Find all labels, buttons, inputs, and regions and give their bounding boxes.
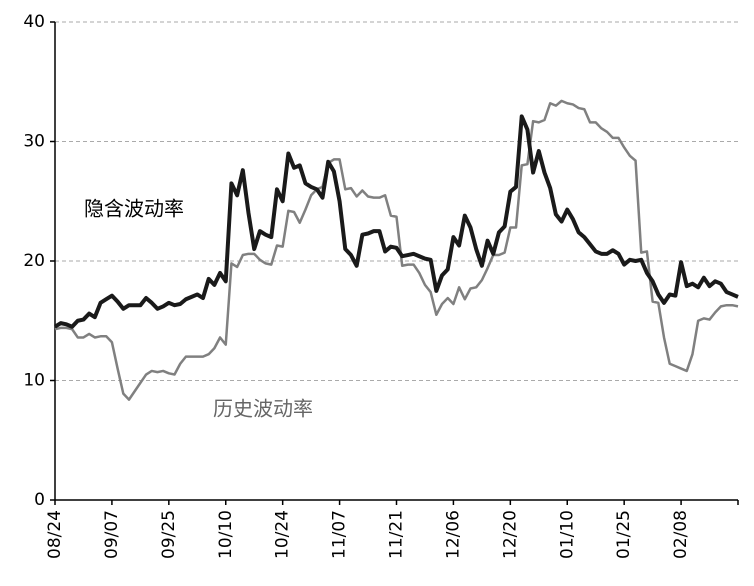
x-tick-label: 12/06 bbox=[443, 510, 463, 559]
series-line bbox=[53, 114, 739, 329]
x-tick-label: 08/24 bbox=[45, 510, 65, 559]
x-tick-label: 01/10 bbox=[557, 510, 577, 559]
y-tick-label: 30 bbox=[23, 132, 45, 152]
series-label: 历史波动率 bbox=[213, 397, 313, 421]
x-tick-label: 10/10 bbox=[216, 510, 236, 559]
y-tick-label: 40 bbox=[23, 12, 45, 32]
series-label: 隐含波动率 bbox=[84, 197, 184, 221]
x-tick-label: 10/24 bbox=[273, 510, 293, 559]
x-tick-label: 11/07 bbox=[330, 510, 350, 559]
x-tick-label: 12/20 bbox=[500, 510, 520, 559]
x-tick-label: 09/07 bbox=[102, 510, 122, 559]
y-tick-label: 10 bbox=[23, 371, 45, 391]
y-tick-label: 0 bbox=[34, 490, 45, 510]
x-tick-label: 02/08 bbox=[671, 510, 691, 559]
y-tick-label: 20 bbox=[23, 251, 45, 271]
x-tick-label: 09/25 bbox=[159, 510, 179, 559]
x-tick-label: 11/21 bbox=[387, 510, 407, 559]
series-line bbox=[54, 99, 739, 401]
x-tick-label: 01/25 bbox=[614, 510, 634, 559]
